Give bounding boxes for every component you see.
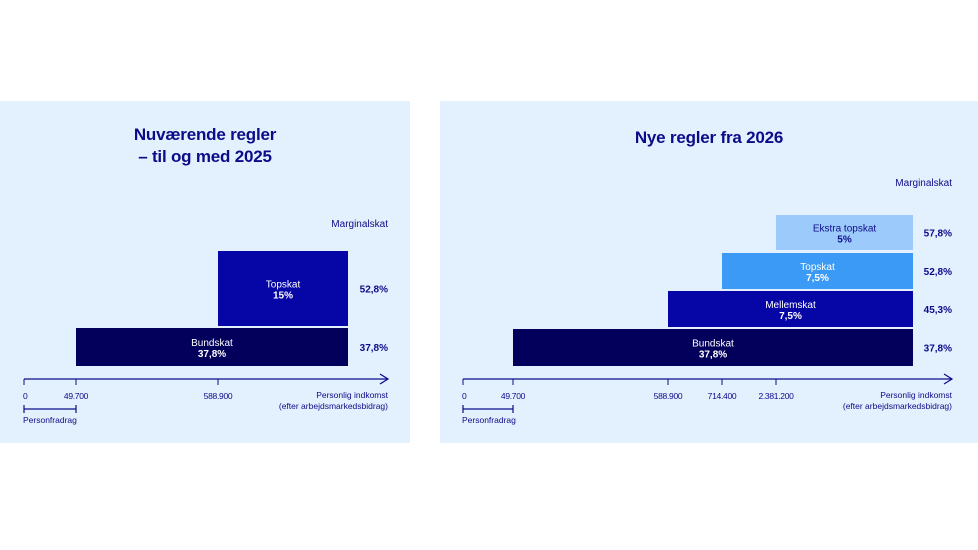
marginal-rate-label: 57,8% bbox=[924, 229, 952, 240]
x-tick-label: 0 bbox=[462, 391, 467, 401]
bracket-label: Personfradrag bbox=[462, 415, 516, 425]
x-tick-label: 49.700 bbox=[501, 391, 526, 401]
chart-title: Nye regler fra 2026 bbox=[440, 127, 978, 149]
bar-rate-label: 15% bbox=[273, 291, 293, 302]
x-tick-label: 0 bbox=[23, 391, 28, 401]
x-axis-title-line2: (efter arbejdsmarkedsbidrag) bbox=[279, 401, 388, 411]
bar-rate-label: 5% bbox=[837, 235, 852, 246]
x-tick-label: 588.900 bbox=[654, 391, 683, 401]
legend-header: Marginalskat bbox=[331, 219, 388, 230]
chart-svg: MarginalskatBundskat37,8%37,8%Topskat15%… bbox=[23, 219, 390, 425]
x-axis-arrow-icon bbox=[379, 373, 390, 385]
bar-label: Ekstra topskat bbox=[813, 224, 877, 235]
chart-title-line1: Nuværende regler bbox=[133, 125, 277, 144]
x-tick-label: 2.381.200 bbox=[758, 391, 794, 401]
chart-svg: MarginalskatBundskat37,8%37,8%Mellemskat… bbox=[462, 178, 954, 425]
marginal-rate-label: 37,8% bbox=[924, 344, 952, 355]
x-tick-label: 714.400 bbox=[708, 391, 737, 401]
legend-header: Marginalskat bbox=[895, 178, 952, 189]
bar-rate-label: 7,5% bbox=[779, 311, 802, 322]
bracket-label: Personfradrag bbox=[23, 415, 77, 425]
chart-title-line1: Nye regler fra 2026 bbox=[634, 128, 784, 147]
x-tick-label: 588.900 bbox=[204, 391, 233, 401]
marginal-rate-label: 37,8% bbox=[360, 343, 388, 354]
chart-panel-current-rules: Nuværende regler – til og med 2025 Margi… bbox=[0, 101, 410, 443]
x-axis-title-line1: Personlig indkomst bbox=[316, 390, 388, 400]
chart-title: Nuværende regler – til og med 2025 bbox=[0, 124, 410, 168]
bar-topskat bbox=[218, 251, 348, 326]
marginal-rate-label: 45,3% bbox=[924, 305, 952, 316]
bar-label: Topskat bbox=[266, 280, 301, 291]
marginal-rate-label: 52,8% bbox=[924, 267, 952, 278]
chart-title-line2: – til og med 2025 bbox=[138, 147, 272, 166]
marginal-rate-label: 52,8% bbox=[360, 285, 388, 296]
bar-label: Topskat bbox=[800, 262, 835, 273]
x-axis-arrow-icon bbox=[943, 373, 954, 385]
chart-panel-new-rules: Nye regler fra 2026 Marginalskat Bundskat… bbox=[440, 101, 978, 443]
bar-ekstra-topskat bbox=[776, 215, 913, 250]
bar-label: Bundskat bbox=[191, 338, 233, 349]
bar-label: Bundskat bbox=[692, 339, 734, 350]
bar-rate-label: 37,8% bbox=[699, 350, 727, 361]
x-tick-label: 49.700 bbox=[64, 391, 89, 401]
bar-rate-label: 7,5% bbox=[806, 273, 829, 284]
bar-bundskat bbox=[513, 329, 913, 366]
x-axis-title-line2: (efter arbejdsmarkedsbidrag) bbox=[843, 401, 952, 411]
bar-rate-label: 37,8% bbox=[198, 349, 226, 360]
bar-mellemskat bbox=[668, 291, 913, 327]
bar-bundskat bbox=[76, 328, 348, 366]
bar-topskat bbox=[722, 253, 913, 289]
x-axis-title-line1: Personlig indkomst bbox=[880, 390, 952, 400]
bar-label: Mellemskat bbox=[765, 300, 816, 311]
